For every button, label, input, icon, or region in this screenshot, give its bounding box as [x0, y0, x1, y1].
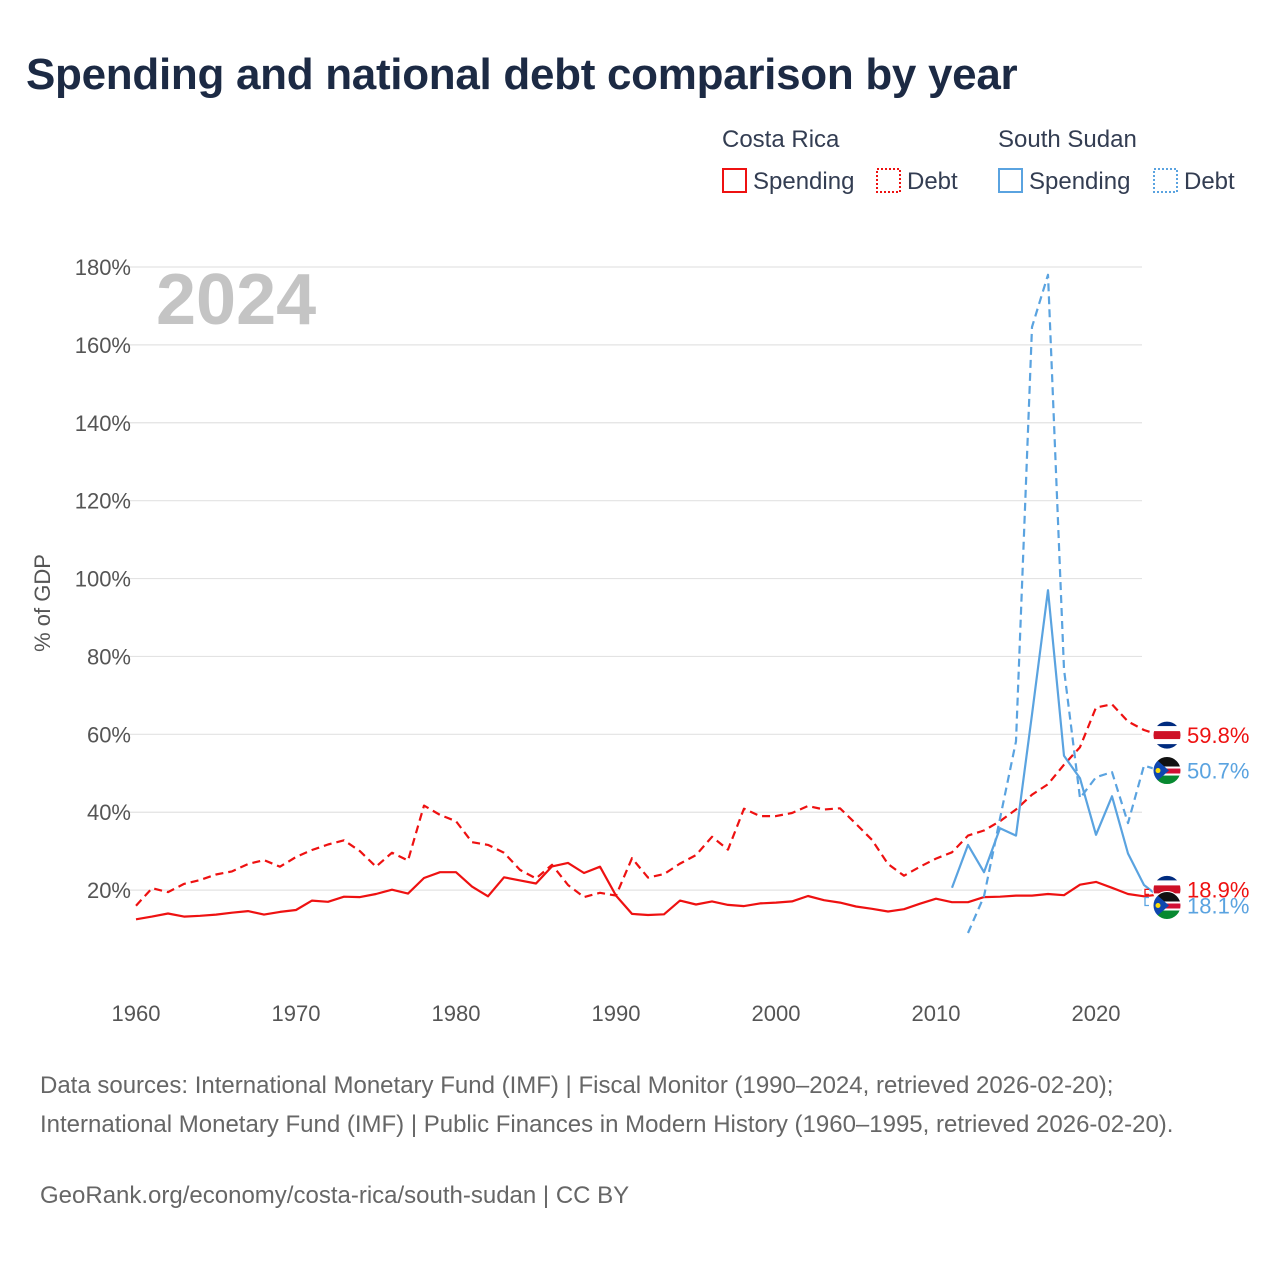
legend-label-south-sudan-debt[interactable]: Debt [1184, 168, 1235, 195]
legend-swatch-costa-rica-debt[interactable] [876, 168, 901, 193]
y-tick-label: 100% [75, 567, 131, 592]
y-tick-label: 120% [75, 489, 131, 514]
y-tick-label: 140% [75, 411, 131, 436]
y-tick-label: 20% [87, 878, 131, 903]
y-axis: 20% 40% 60% 80% 100% 120% 140% 160% 180% [75, 255, 131, 903]
legend-group-south-sudan: South Sudan [998, 126, 1137, 153]
x-tick-label: 1980 [432, 1001, 481, 1026]
credit-link[interactable]: GeoRank.org/economy/costa-rica/south-sud… [40, 1182, 630, 1209]
y-tick-label: 40% [87, 800, 131, 825]
legend-label-costa-rica-debt[interactable]: Debt [907, 168, 958, 195]
y-tick-label: 60% [87, 722, 131, 747]
x-tick-label: 1960 [112, 1001, 161, 1026]
flag-costa-rica-icon [1152, 720, 1182, 750]
series-layer [135, 273, 1161, 934]
source-note: Data sources: International Monetary Fun… [40, 1072, 1174, 1138]
y-tick-label: 80% [87, 644, 131, 669]
label-leader [1144, 896, 1149, 907]
legend-label-costa-rica-spending[interactable]: Spending [753, 168, 854, 195]
x-tick-label: 2000 [752, 1001, 801, 1026]
series-costa-rica-debt[interactable] [135, 703, 1161, 907]
x-tick-label: 1990 [592, 1001, 641, 1026]
x-tick-label: 2020 [1072, 1001, 1121, 1026]
chart-area: Costa Rica South Sudan Spending Debt Spe… [30, 126, 1249, 1026]
x-axis: 1960 1970 1980 1990 2000 2010 2020 [112, 1001, 1121, 1026]
series-costa-rica-spending[interactable] [135, 861, 1161, 921]
end-label-costa-rica-spending: 18.9% [1187, 877, 1249, 902]
legend-swatch-costa-rica-spending[interactable] [722, 168, 747, 193]
end-label-costa-rica-debt: 59.8% [1187, 723, 1249, 748]
end-label-south-sudan-debt: 50.7% [1187, 759, 1249, 784]
series-south-sudan-spending[interactable] [950, 589, 1161, 899]
legend-label-south-sudan-spending[interactable]: Spending [1029, 168, 1130, 195]
end-label-south-sudan-spending: 18.1% [1187, 894, 1249, 919]
legend-swatch-south-sudan-spending[interactable] [998, 168, 1023, 193]
y-axis-title: % of GDP [30, 554, 55, 652]
series-south-sudan-debt[interactable] [966, 273, 1161, 934]
legend-group-costa-rica: Costa Rica [722, 126, 840, 153]
flag-south-sudan-icon [1152, 891, 1182, 921]
year-overlay: 2024 [156, 260, 316, 340]
label-leader [1144, 888, 1149, 896]
chart-title: Spending and national debt comparison by… [26, 50, 1018, 99]
end-labels: 59.8% 50.7% 18.9%18.1% [1144, 720, 1249, 921]
y-tick-label: 180% [75, 255, 131, 280]
x-tick-label: 2010 [912, 1001, 961, 1026]
y-tick-label: 160% [75, 333, 131, 358]
flag-south-sudan-icon [1152, 756, 1182, 786]
legend: Costa Rica South Sudan Spending Debt Spe… [722, 126, 1235, 195]
legend-swatch-south-sudan-debt[interactable] [1153, 168, 1178, 193]
x-tick-label: 1970 [272, 1001, 321, 1026]
gridlines [128, 266, 1142, 891]
